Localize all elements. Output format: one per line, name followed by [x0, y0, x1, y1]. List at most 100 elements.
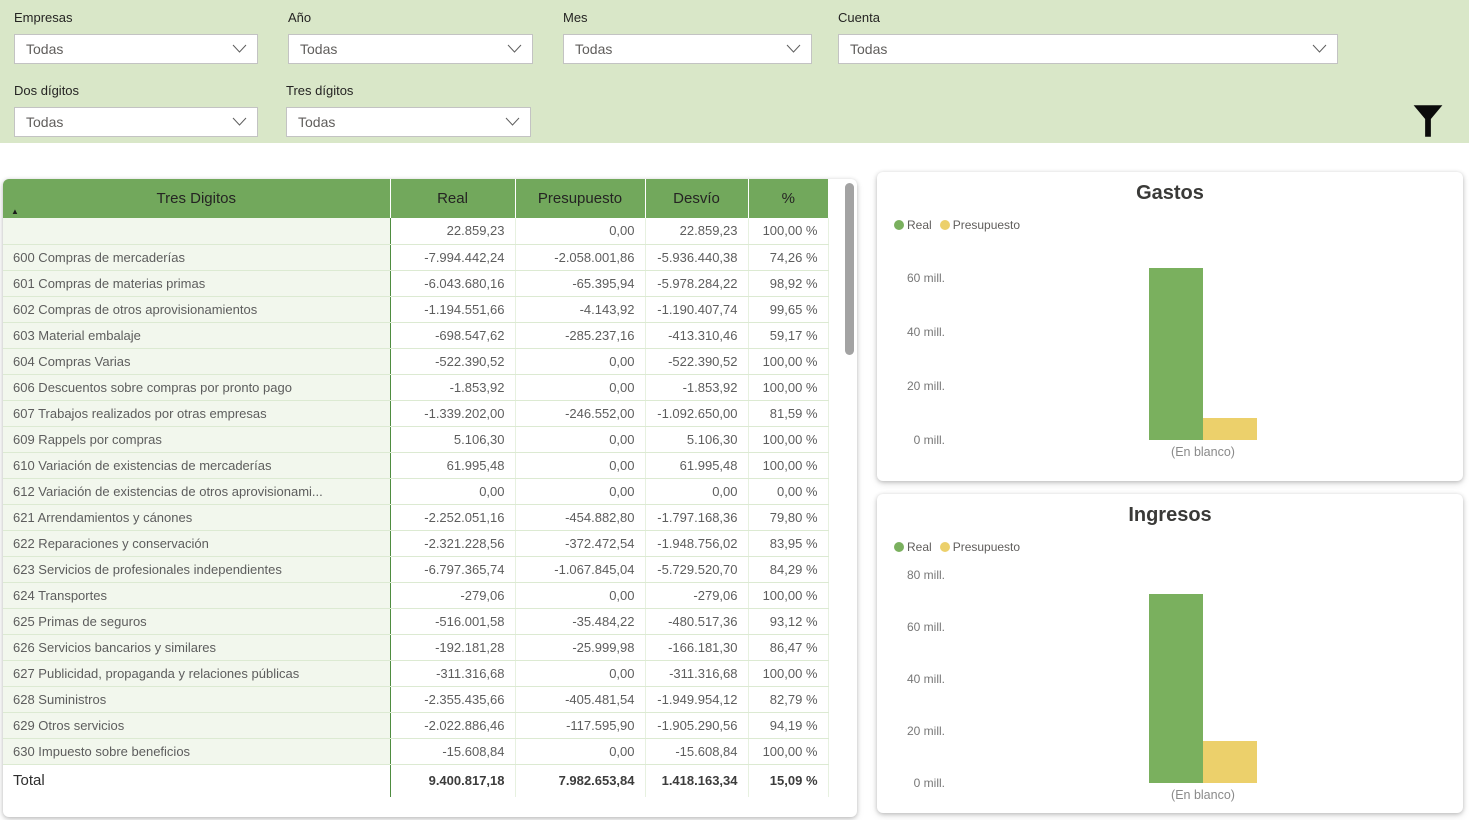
category-label: (En blanco) — [1171, 445, 1235, 459]
cell-value: -2.022.886,46 — [390, 712, 516, 739]
cell-value: -166.181,30 — [645, 634, 749, 661]
table-row[interactable]: 603 Material embalaje -698.547,62 -285.237… — [3, 322, 829, 349]
column-header-real[interactable]: Real — [390, 179, 516, 218]
legend-item-presupuesto[interactable]: Presupuesto — [939, 540, 1020, 554]
table-row[interactable]: 624 Transportes -279,06 0,00 -279,06 100,00 … — [3, 582, 829, 609]
column-header-tres-digitos[interactable]: Tres Digitos ▲ — [3, 179, 391, 218]
filter-label: Empresas — [14, 10, 73, 25]
cell-value: -522.390,52 — [390, 348, 516, 375]
y-axis-tick-label: 20 mill. — [906, 378, 945, 393]
y-axis-tick-label: 0 mill. — [913, 433, 945, 447]
table-row[interactable]: 602 Compras de otros aprovisionamientos -… — [3, 296, 829, 323]
cell-value: -25.999,98 — [515, 634, 646, 661]
category-label: (En blanco) — [1171, 788, 1235, 802]
legend-item-real[interactable]: Real — [894, 540, 932, 554]
table-row[interactable]: 626 Servicios bancarios y similares -192.… — [3, 634, 829, 661]
cell-value: 100,00 % — [748, 582, 829, 609]
cell-value: 5.106,30 — [390, 426, 516, 453]
cell-value: -413.310,46 — [645, 322, 749, 349]
row-label: 628 Suministros — [3, 686, 391, 713]
cell-value: -1.339.202,00 — [390, 400, 516, 427]
cell-value: -6.797.365,74 — [390, 556, 516, 583]
cell-value: -279,06 — [390, 582, 516, 609]
cell-value: -246.552,00 — [515, 400, 646, 427]
ano-dropdown[interactable]: Todas — [288, 34, 533, 64]
table-row[interactable]: 610 Variación de existencias de mercader… — [3, 452, 829, 479]
presupuesto-bar[interactable] — [1203, 741, 1257, 783]
real-bar[interactable] — [1149, 593, 1203, 783]
filter-funnel-icon[interactable] — [1412, 104, 1444, 138]
row-label — [3, 218, 391, 245]
mes-dropdown[interactable]: Todas — [563, 34, 812, 64]
cell-value: -516.001,58 — [390, 608, 516, 635]
table-row[interactable]: 625 Primas de seguros -516.001,58 -35.484,… — [3, 608, 829, 635]
legend-item-real[interactable]: Real — [894, 218, 932, 232]
total-row[interactable]: Total 9.400.817,18 7.982.653,84 1.418.16… — [3, 763, 829, 797]
table-row[interactable]: 623 Servicios de profesionales independi… — [3, 556, 829, 583]
bar-group — [1149, 593, 1257, 783]
cell-value: -405.481,54 — [515, 686, 646, 713]
cell-value: 0,00 — [515, 452, 646, 479]
cell-value: -454.882,80 — [515, 504, 646, 531]
table-row[interactable]: 22.859,23 0,00 22.859,23 100,00 % — [3, 218, 829, 245]
cell-value: 0,00 — [515, 660, 646, 687]
chevron-down-icon — [505, 113, 520, 131]
table-row[interactable]: 628 Suministros -2.355.435,66 -405.481,54-… — [3, 686, 829, 713]
dropdown-value: Todas — [575, 41, 613, 57]
table-row[interactable]: 627 Publicidad, propaganda y relaciones … — [3, 660, 829, 687]
cell-value: -5.729.520,70 — [645, 556, 749, 583]
row-label: 630 Impuesto sobre beneficios — [3, 738, 391, 765]
cell-value: 100,00 % — [748, 738, 829, 765]
filter-label: Dos dígitos — [14, 83, 80, 98]
row-label: 600 Compras de mercaderías — [3, 244, 391, 271]
cell-value: -311.316,68 — [390, 660, 516, 687]
cell-value: -372.472,54 — [515, 530, 646, 557]
table-row[interactable]: 600 Compras de mercaderías -7.994.442,24-… — [3, 244, 829, 271]
total-desvio: 1.418.163,34 — [645, 763, 749, 797]
table-row[interactable]: 606 Descuentos sobre compras por pronto … — [3, 374, 829, 401]
filter-label: Cuenta — [838, 10, 880, 25]
legend-item-presupuesto[interactable]: Presupuesto — [939, 218, 1020, 232]
table-row[interactable]: 609 Rappels por compras 5.106,30 0,00 5.106… — [3, 426, 829, 453]
filter-label: Mes — [563, 10, 588, 25]
cell-value: 79,80 % — [748, 504, 829, 531]
cuenta-dropdown[interactable]: Todas — [838, 34, 1338, 64]
filter-field-empresas: Empresas Todas — [14, 10, 258, 64]
table-row[interactable]: 622 Reparaciones y conservación -2.321.22… — [3, 530, 829, 557]
table-row[interactable]: 621 Arrendamientos y cánones -2.252.051,1… — [3, 504, 829, 531]
column-header-desvio[interactable]: Desvío — [645, 179, 749, 218]
cell-value: 100,00 % — [748, 660, 829, 687]
total-pct: 15,09 % — [748, 763, 829, 797]
y-axis-tick-label: 80 mill. — [906, 568, 945, 582]
column-header-label: Tres Digitos — [156, 190, 236, 207]
scrollbar-thumb[interactable] — [845, 183, 854, 355]
table-row[interactable]: 601 Compras de materias primas -6.043.680… — [3, 270, 829, 297]
cell-value: -279,06 — [645, 582, 749, 609]
chevron-down-icon — [507, 40, 522, 58]
tres-digitos-dropdown[interactable]: Todas — [286, 107, 531, 137]
presupuesto-bar[interactable] — [1203, 418, 1257, 440]
cell-value: 0,00 — [515, 478, 646, 505]
cell-value: 81,59 % — [748, 400, 829, 427]
table-row[interactable]: 604 Compras Varias -522.390,52 0,00 -522.39… — [3, 348, 829, 375]
cell-value: 100,00 % — [748, 374, 829, 401]
column-header-presupuesto[interactable]: Presupuesto — [515, 179, 646, 218]
column-header-pct[interactable]: % — [748, 179, 828, 218]
real-bar[interactable] — [1149, 268, 1203, 440]
dropdown-value: Todas — [26, 41, 64, 57]
cell-value: 100,00 % — [748, 452, 829, 479]
table-row[interactable]: 607 Trabajos realizados por otras empres… — [3, 400, 829, 427]
cell-value: -2.321.228,56 — [390, 530, 516, 557]
empresas-dropdown[interactable]: Todas — [14, 34, 258, 64]
table-row[interactable]: 629 Otros servicios -2.022.886,46 -117.595… — [3, 712, 829, 739]
row-label: 610 Variación de existencias de mercader… — [3, 452, 391, 479]
cell-value: 94,19 % — [748, 712, 829, 739]
table-row[interactable]: 612 Variación de existencias de otros ap… — [3, 478, 829, 505]
scrollbar[interactable] — [845, 183, 854, 813]
y-axis-tick-label: 60 mill. — [906, 270, 945, 285]
table-row[interactable]: 630 Impuesto sobre beneficios -15.608,84 0… — [3, 738, 829, 765]
cell-value: 84,29 % — [748, 556, 829, 583]
dos-digitos-dropdown[interactable]: Todas — [14, 107, 258, 137]
cell-value: 0,00 — [645, 478, 749, 505]
cell-value: -522.390,52 — [645, 348, 749, 375]
